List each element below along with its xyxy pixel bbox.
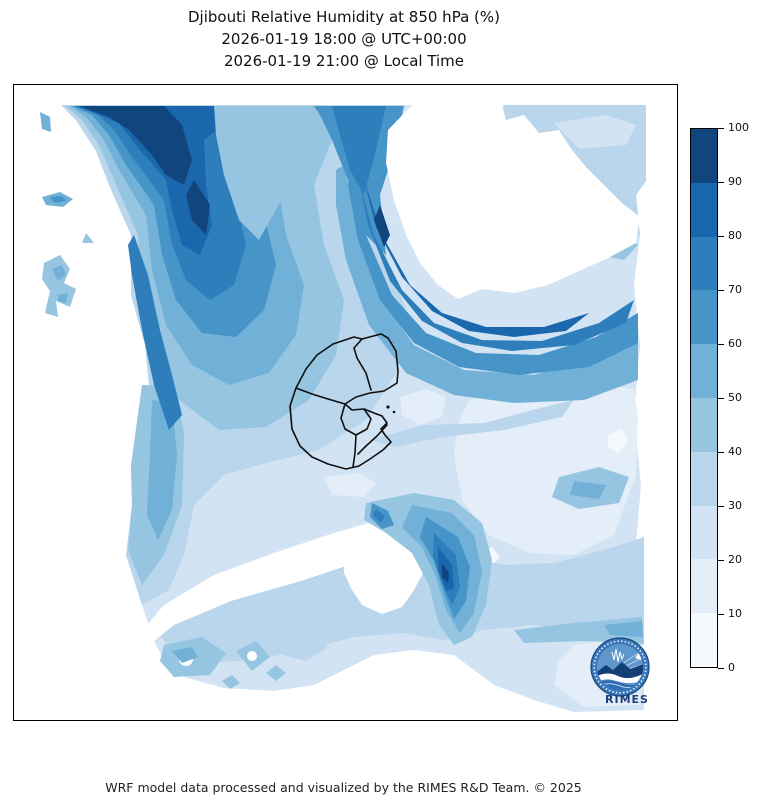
colorbar-seg-80-90 (691, 182, 717, 237)
masked-no-data-areas (132, 105, 640, 650)
rimes-logo (580, 628, 676, 714)
colorbar (690, 128, 718, 668)
logo-seismograph-icon (611, 648, 625, 663)
rimes-logo-wordmark: RIMES (605, 693, 649, 706)
contour-pocket-20-30 (554, 115, 636, 149)
colorbar-seg-0-10 (691, 613, 717, 667)
map-axes-frame (13, 84, 678, 721)
colorbar-label-70: 70 (728, 283, 742, 296)
mask-southwest-diagonal (132, 496, 454, 650)
colorbar-tick (718, 505, 724, 507)
title-block: Djibouti Relative Humidity at 850 hPa (%… (0, 6, 688, 72)
djibouti-region-boundaries (289, 333, 399, 470)
chart-subtitle-local: 2026-01-19 21:00 @ Local Time (223, 52, 465, 70)
colorbar-label-10: 10 (728, 607, 742, 620)
tadjourah-south-border (295, 387, 346, 405)
island-moucha (386, 405, 390, 409)
rimes-logo-emblem (590, 637, 650, 697)
contour-tongue-40-50 (214, 106, 314, 240)
plume-south (364, 493, 492, 645)
colorbar-tick (718, 559, 724, 561)
mask-dot (443, 265, 459, 281)
footer-credit: WRF model data processed and visualized … (105, 780, 582, 795)
logo-rim-microtext (593, 640, 647, 694)
mask-northeast-blob (386, 105, 640, 299)
colorbar-seg-90-100 (691, 129, 717, 183)
colorbar-label-80: 80 (728, 229, 742, 242)
colorbar-label-100: 100 (728, 121, 749, 134)
south-islands (160, 633, 328, 689)
colorbar-label-50: 50 (728, 391, 742, 404)
colorbar-label-30: 30 (728, 499, 742, 512)
colorbar-seg-60-70 (691, 290, 717, 345)
colorbar-seg-20-30 (691, 505, 717, 560)
djibouti-outer-boundary (289, 333, 399, 470)
colorbar-tick (718, 289, 724, 291)
colorbar-seg-10-20 (691, 559, 717, 614)
colorbar-label-60: 60 (728, 337, 742, 350)
colorbar-tick (718, 667, 724, 669)
colorbar-tick (718, 451, 724, 453)
obock-border (353, 338, 372, 391)
colorbar-label-40: 40 (728, 445, 742, 458)
mask-south-blob (344, 536, 424, 614)
colorbar-seg-50-60 (691, 344, 717, 398)
colorbar-tick (718, 235, 724, 237)
colorbar-seg-70-80 (691, 236, 717, 291)
humidity-contour-map (40, 105, 646, 712)
colorbar-seg-40-50 (691, 397, 717, 452)
colorbar-label-0: 0 (728, 661, 735, 674)
colorbar-tick (718, 181, 724, 183)
island-small (392, 410, 396, 414)
colorbar-tick (718, 127, 724, 129)
mask-diamond-pocket (570, 169, 590, 185)
chart-subtitle-utc: 2026-01-19 18:00 @ UTC+00:00 (221, 30, 467, 48)
contours-80-90 (76, 106, 589, 337)
colorbar-label-90: 90 (728, 175, 742, 188)
dikhil-alisabieh-border (352, 434, 357, 468)
west-islands (40, 112, 94, 317)
colorbar-seg-30-40 (691, 451, 717, 506)
chart-title: Djibouti Relative Humidity at 850 hPa (%… (188, 8, 500, 26)
colorbar-label-20: 20 (728, 553, 742, 566)
colorbar-tick (718, 397, 724, 399)
colorbar-tick (718, 343, 724, 345)
colorbar-tick (718, 613, 724, 615)
alisabieh-east-border (357, 424, 388, 455)
logo-wave-white (597, 673, 643, 683)
